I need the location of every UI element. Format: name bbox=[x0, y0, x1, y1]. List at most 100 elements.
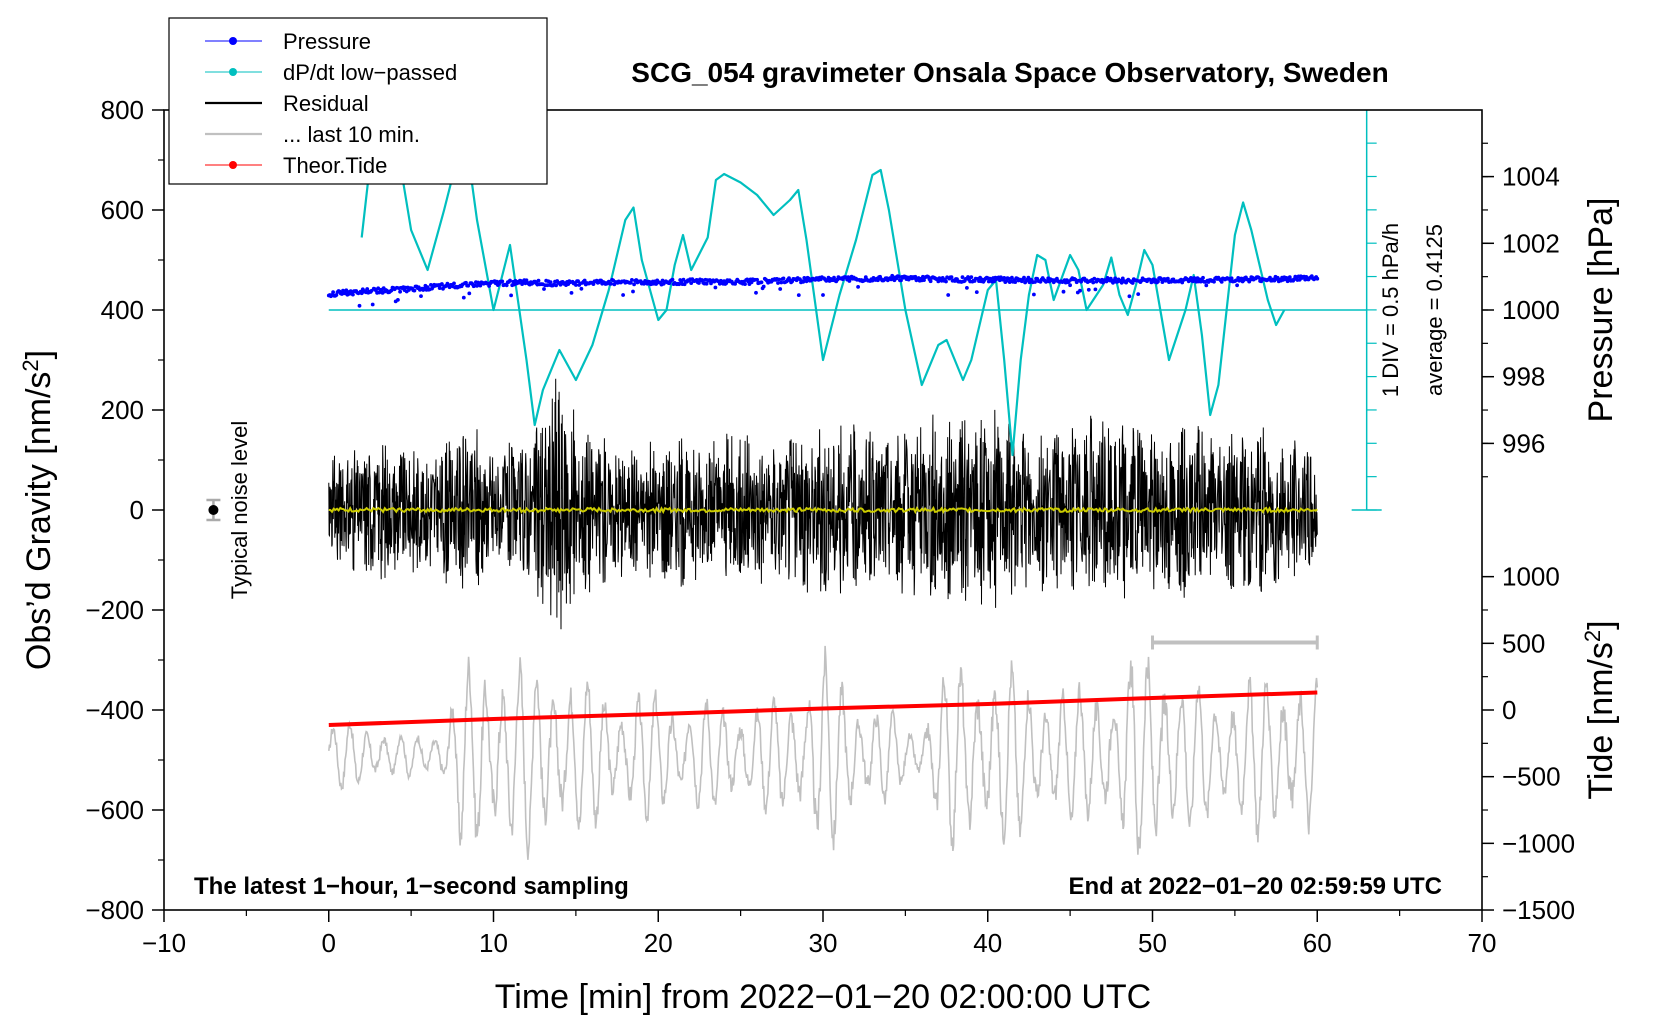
pressure-point bbox=[743, 282, 747, 286]
y-axis-left-title-sup: 2 bbox=[18, 359, 43, 371]
pressure-point bbox=[500, 279, 505, 284]
pressure-point bbox=[890, 273, 895, 278]
y-tick-label: 600 bbox=[101, 195, 144, 225]
pressure-point bbox=[1235, 283, 1239, 288]
pressure-point bbox=[1219, 280, 1224, 284]
y-tick-label: −800 bbox=[85, 895, 144, 925]
pressure-point bbox=[536, 278, 541, 283]
series-layer bbox=[206, 93, 1382, 860]
x-tick-label: 70 bbox=[1468, 928, 1497, 958]
pressure-point bbox=[1113, 276, 1118, 281]
pressure-point bbox=[569, 291, 574, 295]
chart-title: SCG_054 gravimeter Onsala Space Observat… bbox=[631, 57, 1388, 88]
x-tick-label: −10 bbox=[142, 928, 186, 958]
pressure-point bbox=[1156, 279, 1160, 284]
pressure-point bbox=[1287, 275, 1292, 279]
y-axis-left-title-main: Obs’d Gravity [nm/s bbox=[20, 372, 58, 671]
pressure-point bbox=[548, 280, 553, 284]
legend-label: ... last 10 min. bbox=[283, 122, 420, 147]
pressure-point bbox=[796, 293, 801, 297]
pressure-point bbox=[357, 303, 362, 308]
pressure-point bbox=[582, 278, 587, 283]
pressure-point bbox=[504, 283, 509, 288]
legend-marker bbox=[229, 161, 237, 169]
pressure-point bbox=[621, 293, 625, 297]
dpdt-scale-label: 1 DIV = 0.5 hPa/h bbox=[1378, 223, 1403, 397]
tide-tick-label: 500 bbox=[1502, 628, 1545, 658]
pressure-point bbox=[779, 280, 784, 285]
pressure-point bbox=[1204, 283, 1209, 288]
pressure-point bbox=[777, 277, 781, 282]
legend: Pressure dP/dt low−passed Residual ... last… bbox=[168, 17, 548, 185]
pressure-point bbox=[821, 293, 825, 297]
x-tick-label: 10 bbox=[479, 928, 508, 958]
pressure-point bbox=[370, 302, 375, 307]
pressure-point bbox=[960, 275, 965, 280]
legend-box bbox=[168, 17, 548, 185]
pressure-point bbox=[1078, 288, 1082, 293]
legend-label: Residual bbox=[283, 91, 369, 116]
y-tick-label: 400 bbox=[101, 295, 144, 325]
pressure-point bbox=[631, 289, 635, 294]
pressure-point bbox=[467, 291, 472, 296]
pressure-point bbox=[965, 286, 969, 290]
pressure-point bbox=[1086, 287, 1091, 292]
pressure-tick-label: 1000 bbox=[1502, 295, 1560, 325]
tide-tick-label: 1000 bbox=[1502, 562, 1560, 592]
legend-label: Theor.Tide bbox=[283, 153, 387, 178]
y-axis-left-title-end: ] bbox=[20, 350, 58, 359]
pressure-point bbox=[754, 290, 758, 295]
pressure-point bbox=[1201, 275, 1205, 280]
pressure-point bbox=[974, 290, 979, 294]
axes-layer: −10 0 10 20 30 40 50 60 70 800 600 400 200 0 −200 −400 −… bbox=[85, 95, 1575, 958]
tide-tick-label: 0 bbox=[1502, 695, 1516, 725]
pressure-point bbox=[1130, 281, 1135, 285]
tide-axis-title-sup: 2 bbox=[1580, 630, 1605, 642]
filtered-residual-line bbox=[328, 505, 1318, 515]
tide-axis-title: Tide [nm/s2] bbox=[1580, 620, 1620, 799]
series-residual-line bbox=[328, 378, 1318, 630]
pressure-point bbox=[334, 293, 339, 297]
legend-marker bbox=[229, 68, 237, 76]
pressure-point bbox=[949, 275, 954, 279]
pressure-point bbox=[1091, 280, 1096, 285]
y-tick-label: −400 bbox=[85, 695, 144, 725]
pressure-point bbox=[1160, 280, 1165, 284]
noise-level-marker bbox=[208, 505, 219, 515]
pressure-point bbox=[778, 287, 783, 291]
pressure-point bbox=[969, 275, 974, 279]
pressure-tick-label: 996 bbox=[1502, 428, 1545, 458]
pressure-point bbox=[630, 278, 634, 282]
noise-level-label: Typical noise level bbox=[227, 421, 252, 600]
pressure-point bbox=[1093, 287, 1098, 292]
tide-tick-label: −1500 bbox=[1502, 895, 1575, 925]
pressure-point bbox=[1061, 289, 1066, 294]
series-dpdt-line bbox=[360, 93, 1286, 457]
pressure-point bbox=[899, 278, 903, 283]
x-tick-label: 20 bbox=[644, 928, 673, 958]
pressure-point bbox=[452, 281, 456, 286]
pressure-point bbox=[776, 281, 780, 285]
pressure-point bbox=[574, 283, 578, 287]
pressure-tick-label: 1002 bbox=[1502, 228, 1560, 258]
pressure-point bbox=[761, 284, 766, 289]
pressure-tick-label: 1004 bbox=[1502, 162, 1560, 192]
tide-tick-label: −1000 bbox=[1502, 828, 1575, 858]
x-tick-label: 40 bbox=[973, 928, 1002, 958]
pressure-point bbox=[351, 292, 355, 297]
pressure-point bbox=[1127, 294, 1132, 299]
pressure-point bbox=[1136, 292, 1141, 296]
pressure-point bbox=[832, 275, 836, 280]
y-tick-label: 200 bbox=[101, 395, 144, 425]
pressure-point bbox=[670, 277, 675, 282]
pressure-point bbox=[554, 283, 558, 288]
legend-label: Pressure bbox=[283, 29, 371, 54]
pressure-point bbox=[1092, 276, 1097, 281]
pressure-point bbox=[1234, 278, 1238, 283]
pressure-point bbox=[1315, 276, 1320, 281]
pressure-point bbox=[1257, 275, 1261, 280]
pressure-point bbox=[1229, 276, 1234, 281]
x-tick-label: 60 bbox=[1303, 928, 1332, 958]
pressure-point bbox=[1189, 276, 1193, 280]
series-last-10-min-line bbox=[328, 645, 1319, 860]
